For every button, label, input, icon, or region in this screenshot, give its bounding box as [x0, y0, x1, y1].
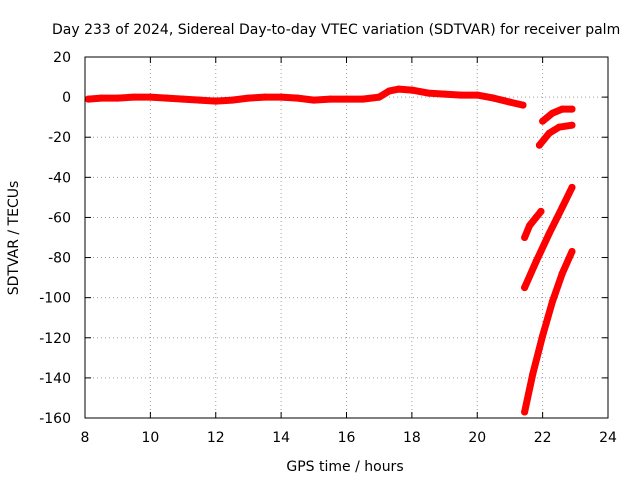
data-point	[519, 101, 527, 109]
data-point	[545, 129, 553, 137]
series-arc-2	[535, 121, 576, 149]
data-point	[521, 234, 529, 241]
data-point	[408, 86, 416, 94]
data-point	[490, 94, 498, 102]
x-tick-label: 24	[599, 430, 617, 446]
x-tick-label: 16	[338, 430, 356, 446]
data-point	[97, 94, 105, 102]
data-point	[441, 90, 449, 98]
data-point	[521, 408, 529, 416]
y-tick-label: 20	[53, 50, 71, 66]
data-point	[526, 222, 534, 229]
data-point	[473, 91, 481, 99]
data-series	[84, 85, 576, 416]
data-point	[568, 183, 576, 191]
y-tick-label: -60	[48, 210, 71, 226]
x-axis-title: GPS time / hours	[286, 459, 403, 475]
data-point	[545, 230, 553, 237]
data-point	[558, 105, 566, 113]
y-tick-label: -100	[39, 291, 71, 307]
data-point	[424, 89, 432, 97]
data-point	[532, 258, 540, 266]
data-point	[84, 95, 92, 103]
data-point	[532, 213, 540, 221]
data-point	[537, 207, 545, 215]
data-point	[114, 94, 122, 102]
y-tick-label: -140	[39, 371, 71, 387]
data-point	[568, 121, 576, 129]
data-point	[163, 94, 171, 102]
data-point	[506, 98, 514, 106]
data-point	[310, 96, 318, 104]
data-point	[195, 96, 203, 104]
data-point	[359, 95, 367, 103]
data-point	[395, 85, 403, 93]
data-point	[539, 332, 547, 340]
x-tick-label: 20	[468, 430, 486, 446]
x-tick-label: 8	[81, 430, 90, 446]
series-arc-5	[521, 248, 576, 416]
data-point	[558, 203, 566, 211]
y-axis-title: SDTVAR / TECUs	[6, 181, 22, 296]
y-tick-label: -160	[39, 411, 71, 427]
data-point	[548, 109, 556, 117]
x-tick-label: 12	[207, 430, 225, 446]
data-point	[146, 93, 154, 101]
x-tick-labels: 8 10 12 14 16 18 20 22 24	[81, 430, 617, 446]
grid	[85, 57, 608, 418]
data-point	[539, 117, 547, 125]
data-point	[212, 97, 220, 105]
data-point	[228, 96, 236, 104]
data-point	[548, 298, 556, 306]
data-point	[385, 87, 393, 95]
data-point	[294, 94, 301, 102]
data-point	[261, 93, 269, 101]
x-tick-label: 14	[272, 430, 290, 446]
y-tick-label: -80	[48, 251, 71, 267]
data-point	[568, 105, 576, 113]
x-tick-label: 10	[141, 430, 159, 446]
data-point	[179, 95, 187, 103]
data-point	[343, 95, 350, 103]
chart-title: Day 233 of 2024, Sidereal Day-to-day VTE…	[52, 22, 620, 38]
data-point	[457, 91, 465, 99]
data-point	[568, 248, 576, 255]
x-tick-label: 22	[534, 430, 552, 446]
y-tick-labels: 20 0 -20 -40 -60 -80 -100 -120 -140 -160	[39, 50, 71, 427]
y-tick-label: 0	[62, 90, 71, 106]
x-tick-label: 18	[403, 430, 421, 446]
data-point	[555, 123, 563, 131]
y-tick-label: -20	[48, 130, 71, 146]
data-point	[277, 93, 285, 101]
y-tick-label: -40	[48, 170, 71, 186]
data-point	[529, 370, 537, 378]
data-point	[244, 94, 252, 102]
data-point	[375, 93, 383, 101]
data-point	[326, 95, 334, 103]
y-tick-label: -120	[39, 331, 71, 347]
data-point	[558, 270, 566, 278]
series-arc-1	[539, 105, 576, 125]
data-point	[521, 284, 529, 292]
data-point	[130, 93, 138, 101]
data-point	[535, 141, 543, 149]
series-arc-3	[521, 207, 545, 241]
plot-frame	[84, 56, 609, 419]
